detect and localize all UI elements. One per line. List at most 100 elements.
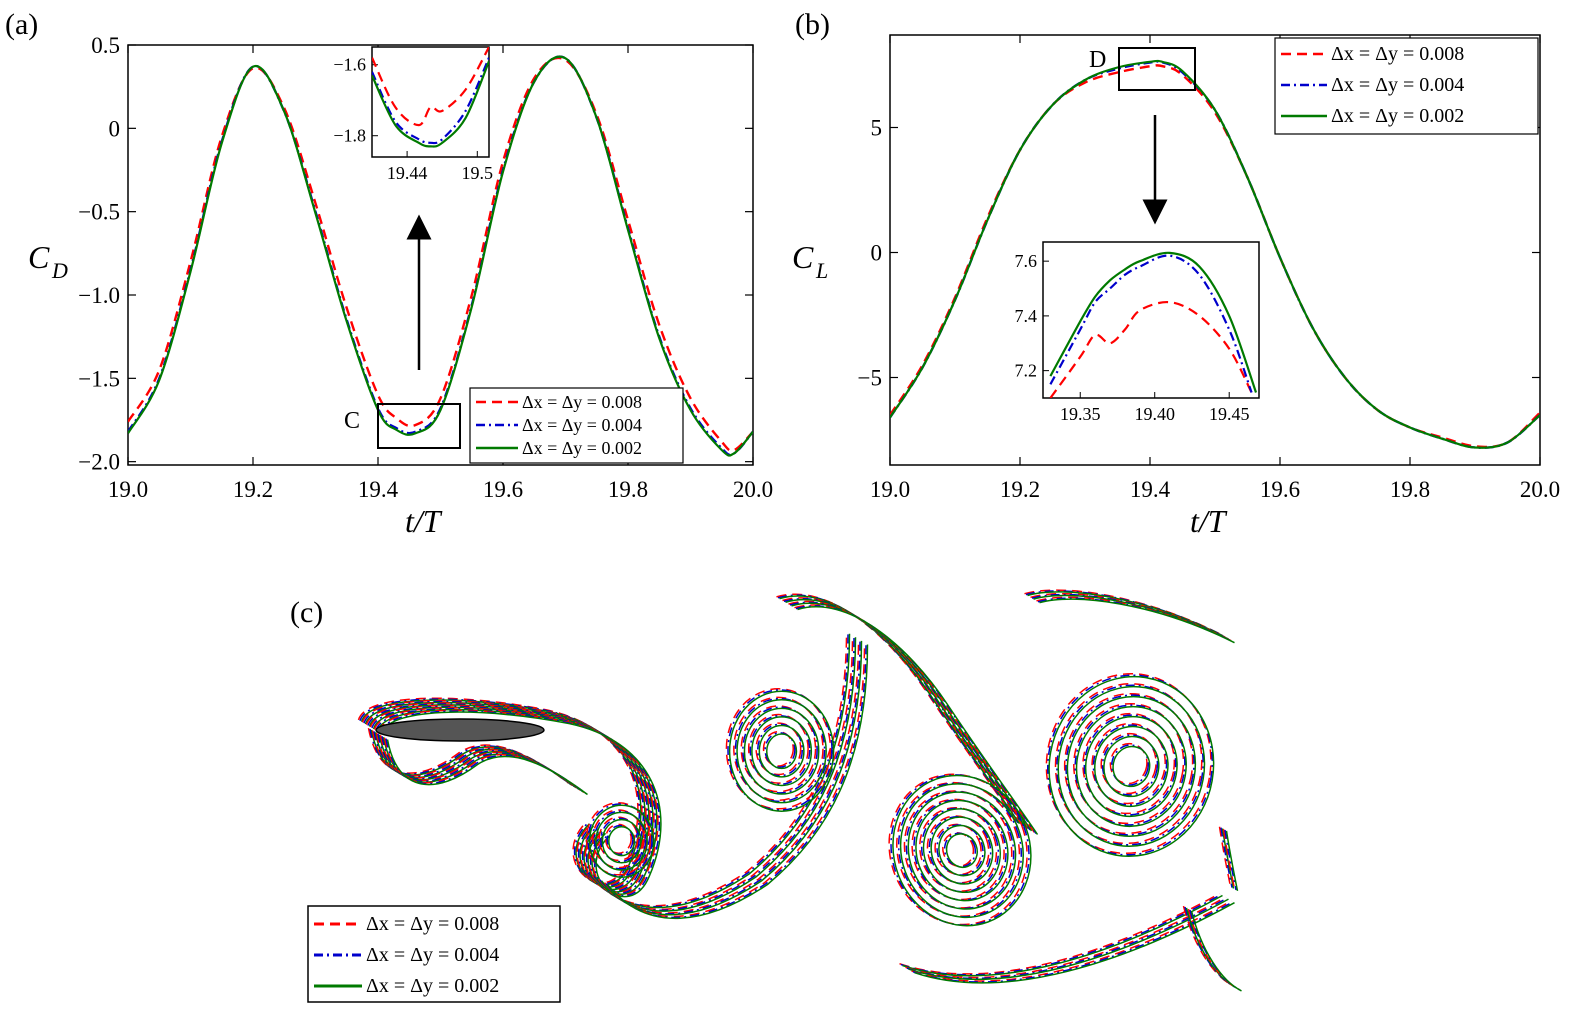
x-tick-label: 19.8	[608, 477, 648, 502]
inset-y-tick-label: −1.6	[333, 55, 366, 75]
vortex-contour	[919, 806, 998, 892]
vortex-contour	[601, 818, 642, 864]
x-tick-label: 19.4	[1130, 477, 1171, 502]
legend-label-3: Δx = Δy = 0.002	[1331, 105, 1464, 127]
vortex-contour	[592, 809, 645, 869]
vortex-contour	[1091, 722, 1166, 805]
x-tick-label: 20.0	[733, 477, 773, 502]
panel-b-label: (b)	[795, 8, 830, 41]
vortex-contour	[1073, 702, 1185, 825]
vortex-contour	[593, 810, 647, 870]
vortex-contour	[1082, 712, 1176, 815]
shear-contour	[1221, 828, 1235, 889]
vortex-contour	[926, 815, 990, 884]
panel-c-legend: Δx = Δy = 0.008 Δx = Δy = 0.004 Δx = Δy = …	[307, 905, 561, 1003]
legend-label-1: Δx = Δy = 0.008	[522, 392, 642, 412]
panel-b-legend: Δx = Δy = 0.008 Δx = Δy = 0.004 Δx = Δy = …	[1274, 37, 1539, 135]
inset-series-line-2	[1049, 254, 1253, 393]
series-line-1	[128, 56, 753, 452]
vortex-contour	[756, 723, 804, 777]
vortex-contour	[742, 706, 818, 794]
vortex-contour	[734, 697, 826, 803]
shear-contour	[377, 733, 579, 790]
vortex-contour	[1045, 673, 1212, 855]
vortex-contour	[1100, 732, 1157, 795]
y-tick-label: 5	[871, 116, 883, 141]
vortex-contour	[1065, 694, 1195, 836]
vortex-contour	[890, 774, 1030, 926]
vortex-contour	[911, 798, 1005, 901]
legend-label-3: Δx = Δy = 0.002	[522, 438, 642, 458]
vortex-contour	[736, 699, 827, 804]
vortex-contour	[1063, 692, 1194, 835]
panel-b-ylabel-sub: L	[815, 258, 828, 283]
inset-series-line-1	[372, 47, 489, 127]
shear-contour	[587, 632, 849, 908]
legend-label-3: Δx = Δy = 0.002	[366, 975, 499, 997]
vortex-contour	[749, 714, 811, 786]
y-tick-label: 0	[871, 241, 883, 266]
vortex-contour	[728, 690, 835, 812]
inset-y-tick-label: 7.6	[1015, 251, 1038, 271]
vortex-contour	[1084, 715, 1178, 818]
inset-y-tick-label: 7.4	[1015, 306, 1038, 326]
shear-contour	[378, 734, 580, 791]
vortex-contour	[915, 799, 1009, 902]
vortex-contour	[899, 783, 1024, 919]
shear-contour	[375, 708, 657, 895]
shear-contour	[1218, 826, 1232, 887]
vortex-contour	[892, 774, 1032, 927]
shear-contour	[594, 637, 857, 912]
vortex-contour	[943, 832, 977, 868]
panel-c-label: (c)	[290, 596, 323, 629]
vortex-contour	[608, 826, 636, 857]
shear-contour	[1190, 910, 1242, 992]
shear-contour	[363, 700, 645, 887]
airfoil-body	[375, 718, 545, 742]
shear-contour	[797, 606, 1039, 835]
vortex-contour	[606, 824, 634, 856]
shear-contour	[365, 702, 647, 889]
panel-a-ylabel-sub: D	[51, 258, 68, 283]
y-tick-label: −2.0	[78, 450, 120, 475]
panel-c-vorticity-contours	[357, 589, 1242, 992]
panel-a-ylabel: C	[28, 239, 50, 275]
x-tick-label: 19.2	[233, 477, 273, 502]
x-tick-label: 19.0	[870, 477, 910, 502]
vortex-contour	[588, 804, 655, 878]
y-tick-label: −0.5	[78, 200, 120, 225]
shear-contour	[591, 635, 854, 911]
vortex-contour	[1054, 682, 1203, 845]
shear-contour	[1184, 906, 1236, 988]
vortex-contour	[945, 833, 978, 869]
shear-contour	[795, 605, 1037, 835]
vortex-contour	[1056, 684, 1204, 846]
shear-contour	[593, 636, 855, 911]
vortex-contour	[1092, 724, 1168, 806]
panel-b-inset-series	[1049, 251, 1258, 398]
shear-contour	[1225, 830, 1239, 892]
vortex-contour	[727, 689, 833, 811]
inset-x-tick-label: 19.45	[1209, 404, 1250, 424]
vortex-contour	[1101, 734, 1159, 796]
shear-contour	[361, 699, 643, 886]
inset-x-tick-label: 19.35	[1060, 404, 1101, 424]
x-tick-label: 19.4	[358, 477, 399, 502]
shear-contour	[1224, 829, 1237, 891]
shear-contour	[1222, 828, 1236, 890]
legend-label-2: Δx = Δy = 0.004	[1331, 74, 1464, 96]
vortex-contour	[747, 713, 809, 784]
vortex-contour	[888, 773, 1028, 926]
shear-contour	[900, 893, 1222, 976]
vortex-contour	[930, 816, 994, 885]
vortex-contour	[595, 811, 648, 871]
vortex-contour	[936, 824, 984, 876]
legend-label-1: Δx = Δy = 0.008	[366, 913, 499, 935]
vortex-contour	[1074, 704, 1186, 826]
vortex-contour	[587, 803, 653, 877]
x-tick-label: 20.0	[1520, 477, 1560, 502]
inset-series-line-1	[1049, 301, 1253, 398]
shear-contour	[911, 900, 1232, 982]
x-tick-label: 19.0	[108, 477, 148, 502]
